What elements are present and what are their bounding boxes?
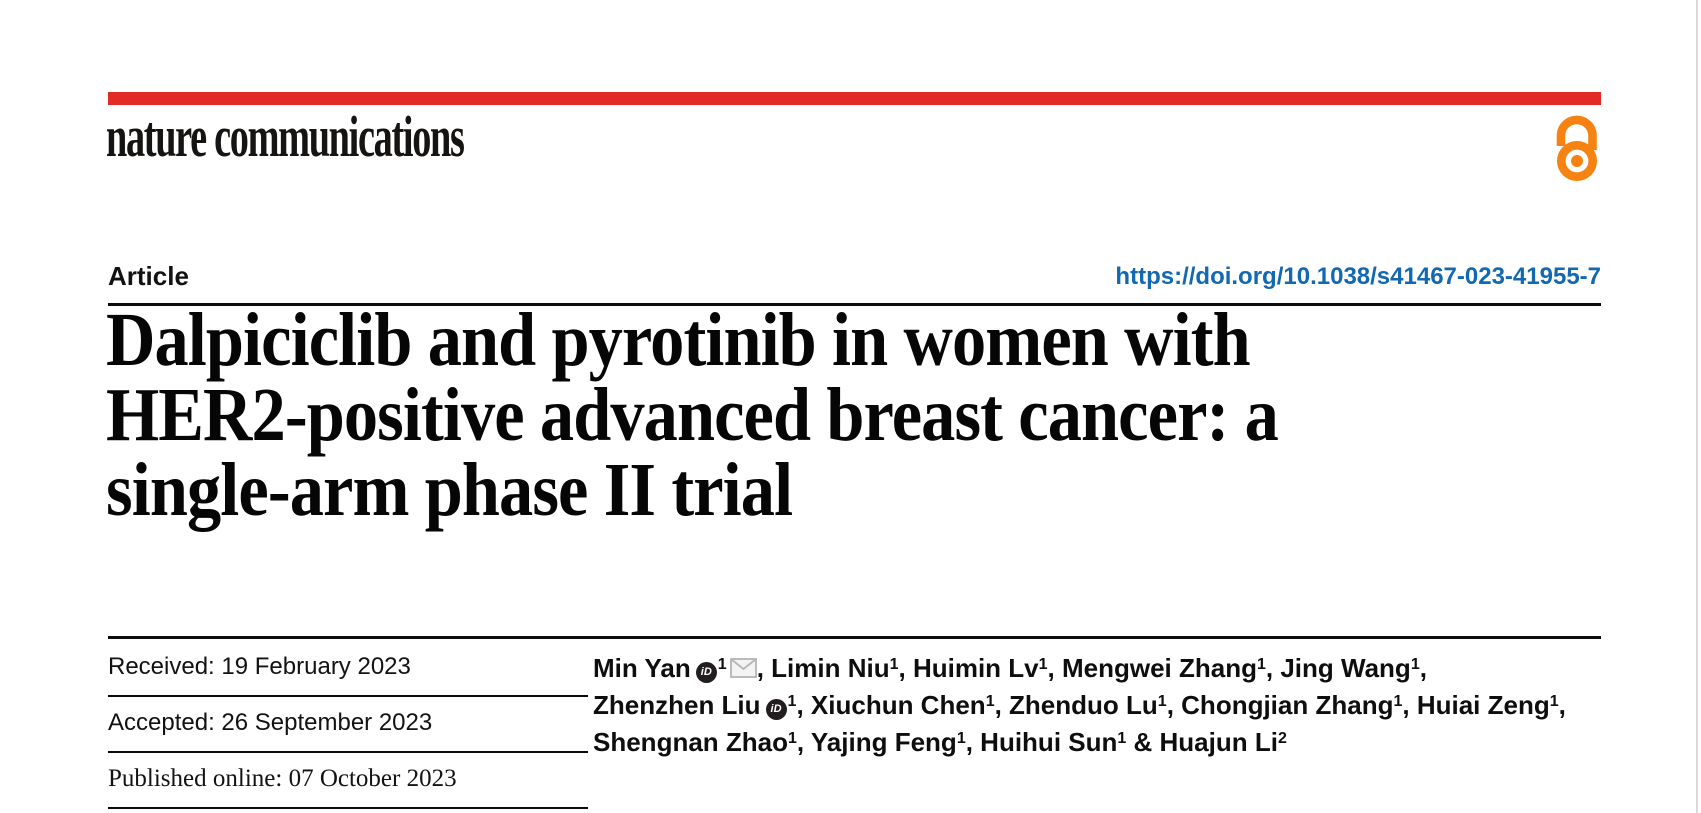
accepted-date-row: Accepted: 26 September 2023 xyxy=(108,709,588,737)
author-separator: , xyxy=(1419,653,1427,683)
author-separator: , xyxy=(756,653,772,683)
received-date-row: Received: 19 February 2023 xyxy=(108,653,588,681)
paper-title-line-3: single-arm phase II trial xyxy=(106,448,793,532)
affiliation-superscript: 1 xyxy=(985,693,995,710)
author-separator: , xyxy=(1402,690,1417,720)
paper-title-line-1: Dalpiciclib and pyrotinib in women with xyxy=(106,298,1251,382)
header-divider-rule xyxy=(108,303,1601,306)
date-divider-rule xyxy=(108,751,588,753)
masthead-red-bar xyxy=(108,92,1601,105)
published-date-row: Published online: 07 October 2023 xyxy=(108,765,588,793)
author-name: Shengnan Zhao xyxy=(593,727,788,757)
author-separator: , xyxy=(965,727,981,757)
article-type-label: Article xyxy=(108,261,189,291)
published-value: 07 October 2023 xyxy=(288,765,457,792)
affiliation-superscript: 1 xyxy=(717,656,727,673)
affiliation-superscript: 1 xyxy=(788,730,797,747)
journal-logo: nature communications xyxy=(106,104,465,169)
author-list: Min Yan iD 1 , Limin Niu1, Huimin Lv1, Men… xyxy=(593,648,1566,759)
author-separator: , xyxy=(994,690,1010,720)
author-name: Mengwei Zhang xyxy=(1061,653,1257,683)
author-name: Limin Niu xyxy=(771,653,890,683)
author-name: Jing Wang xyxy=(1280,653,1411,683)
affiliation-superscript: 1 xyxy=(1038,656,1048,673)
author-name: Zhenduo Lu xyxy=(1009,690,1158,720)
author-name: Huiai Zeng xyxy=(1416,690,1550,720)
envelope-icon[interactable] xyxy=(729,652,757,686)
author-name: Huihui Sun xyxy=(980,727,1118,757)
info-block-top-rule xyxy=(108,636,1601,639)
open-access-icon xyxy=(1552,110,1602,187)
paper-title-line-2: HER2-positive advanced breast cancer: a xyxy=(106,373,1279,457)
author-separator: , xyxy=(1558,690,1566,720)
affiliation-superscript: 1 xyxy=(1410,656,1420,673)
affiliation-superscript: 1 xyxy=(1256,656,1266,673)
author-name: Huimin Lv xyxy=(912,653,1039,683)
author-separator: , xyxy=(1166,690,1182,720)
orcid-icon[interactable]: iD xyxy=(695,662,717,683)
author-separator: , xyxy=(1047,653,1062,683)
published-label: Published online: xyxy=(108,765,283,792)
author-name: Zhenzhen Liu xyxy=(593,690,761,720)
orcid-icon[interactable]: iD xyxy=(765,699,787,720)
author-separator: , xyxy=(898,653,913,683)
author-name: Xiuchun Chen xyxy=(810,690,986,720)
author-name: Yajing Feng xyxy=(810,727,957,757)
author-separator: , xyxy=(796,727,811,757)
doi-link[interactable]: https://doi.org/10.1038/s41467-023-41955… xyxy=(1115,263,1601,290)
affiliation-superscript: 1 xyxy=(1549,693,1559,710)
affiliation-superscript: 1 xyxy=(889,656,899,673)
author-line-2: Zhenzhen Liu iD 1, Xiuchun Chen1, Zhenduo … xyxy=(593,685,1566,722)
affiliation-superscript: 1 xyxy=(787,693,797,710)
author-separator: , xyxy=(796,690,811,720)
author-line-3: Shengnan Zhao1, Yajing Feng1, Huihui Sun… xyxy=(593,722,1513,759)
accepted-value: 26 September 2023 xyxy=(221,709,433,736)
author-name: Chongjian Zhang xyxy=(1181,690,1394,720)
date-divider-rule xyxy=(108,807,588,809)
author-separator: , xyxy=(1265,653,1281,683)
paper-title: Dalpiciclib and pyrotinib in women with … xyxy=(106,298,1279,532)
author-separator: & xyxy=(1126,727,1160,757)
author-name: Huajun Li xyxy=(1159,727,1278,757)
affiliation-superscript: 1 xyxy=(1117,730,1127,747)
date-divider-rule xyxy=(108,695,588,697)
accepted-label: Accepted: xyxy=(108,709,215,736)
affiliation-superscript: 2 xyxy=(1277,730,1287,747)
affiliation-superscript: 1 xyxy=(1393,693,1403,710)
received-label: Received: xyxy=(108,653,215,680)
affiliation-superscript: 1 xyxy=(1157,693,1167,710)
page-right-edge-line xyxy=(1696,0,1698,813)
author-line-1: Min Yan iD 1 , Limin Niu1, Huimin Lv1, Men… xyxy=(593,648,1513,685)
affiliation-superscript: 1 xyxy=(956,730,966,747)
received-value: 19 February 2023 xyxy=(221,653,411,680)
author-name: Min Yan xyxy=(593,653,691,683)
